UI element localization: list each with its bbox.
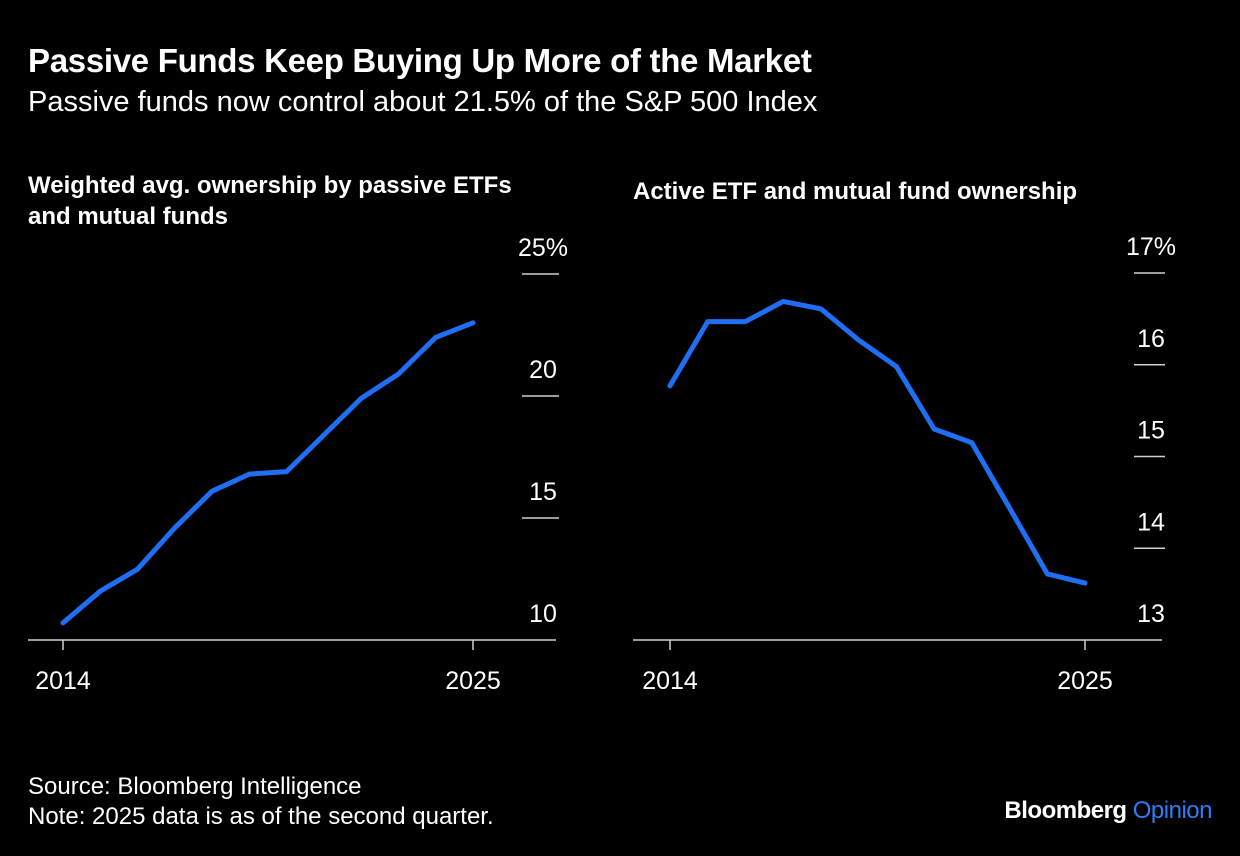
right-panel-title: Active ETF and mutual fund ownership [633, 178, 1078, 205]
passive-y-tick-label: 20 [529, 356, 557, 384]
active-y-tick-label: 13 [1137, 600, 1165, 628]
passive-series-line [60, 320, 476, 626]
passive-ownership-chart: 10 15 20 25% 2014 2025 [28, 234, 568, 695]
active-x-tick-label: 2025 [1057, 667, 1113, 695]
note-text: Note: 2025 data is as of the second quar… [28, 803, 494, 830]
active-ownership-chart: 13 14 15 16 17% 2014 2025 [633, 233, 1176, 695]
left-panel-title: Weighted avg. ownership by passive ETFs … [28, 172, 512, 230]
chart-subtitle: Passive funds now control about 21.5% of… [28, 86, 818, 118]
active-y-tick-label: 15 [1137, 417, 1165, 445]
active-y-tick-label: 17% [1126, 233, 1176, 261]
active-series-line [667, 298, 1088, 586]
active-x-tick-label: 2014 [642, 667, 698, 695]
bloomberg-opinion-logo: Bloomberg Opinion [1004, 797, 1212, 825]
active-y-tick-label: 14 [1137, 508, 1165, 536]
active-y-tick-label: 16 [1137, 325, 1165, 353]
footer-notes: Source: Bloomberg Intelligence Note: 202… [28, 772, 494, 832]
passive-x-tick-label: 2014 [35, 667, 91, 695]
passive-x-tick-label: 2025 [445, 667, 501, 695]
passive-y-tick-label: 15 [529, 478, 557, 506]
brand-primary: Bloomberg [1004, 797, 1127, 824]
source-text: Source: Bloomberg Intelligence [28, 773, 362, 800]
chart-title: Passive Funds Keep Buying Up More of the… [28, 42, 812, 79]
passive-y-tick-label: 10 [529, 600, 557, 628]
passive-y-tick-label: 25% [518, 234, 568, 262]
brand-secondary: Opinion [1132, 797, 1213, 824]
